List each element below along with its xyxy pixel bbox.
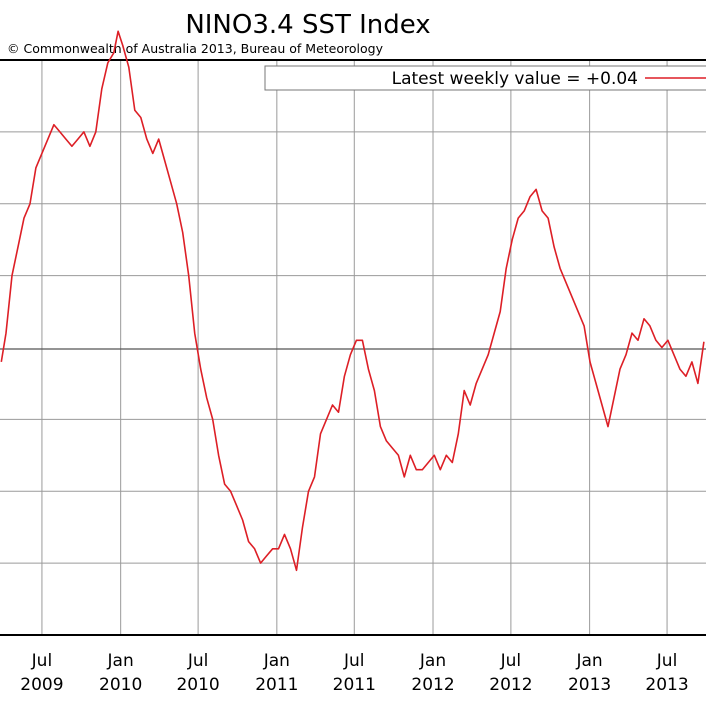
x-tick-month-label: Jul xyxy=(656,651,678,671)
legend: Latest weekly value = +0.04 xyxy=(264,65,706,91)
x-tick-month-label: Jul xyxy=(31,651,53,671)
x-tick-month-label: Jul xyxy=(500,651,522,671)
x-tick-year-label: 2010 xyxy=(176,675,219,695)
x-tick-month-label: Jul xyxy=(343,651,365,671)
x-tick-year-label: 2013 xyxy=(568,675,611,695)
x-tick-month-label: Jan xyxy=(419,651,446,671)
x-tick-year-label: 2011 xyxy=(333,675,376,695)
x-tick-month-label: Jul xyxy=(187,651,209,671)
sst-index-series-line xyxy=(0,30,705,572)
x-tick-year-label: 2010 xyxy=(99,675,142,695)
x-tick-year-label: 2012 xyxy=(411,675,454,695)
legend-label: Latest weekly value = +0.04 xyxy=(392,69,638,89)
x-axis-ticks: Jul 2009 Jan 2010 Jul 2010 Jan 2011 Jul 2011 Jan 20… xyxy=(20,651,688,695)
x-tick-year-label: 2009 xyxy=(20,675,63,695)
x-tick-month-label: Jan xyxy=(576,651,603,671)
x-tick-year-label: 2013 xyxy=(645,675,688,695)
vertical-gridlines xyxy=(41,60,668,635)
copyright-credit: © Commonwealth of Australia 2013, Bureau… xyxy=(7,41,384,56)
x-tick-year-label: 2012 xyxy=(489,675,532,695)
chart-title: NINO3.4 SST Index xyxy=(185,10,430,40)
x-tick-year-label: 2011 xyxy=(255,675,298,695)
legend-box xyxy=(264,65,706,91)
x-tick-month-label: Jan xyxy=(263,651,290,671)
plot-area xyxy=(0,30,706,636)
x-tick-month-label: Jan xyxy=(107,651,134,671)
